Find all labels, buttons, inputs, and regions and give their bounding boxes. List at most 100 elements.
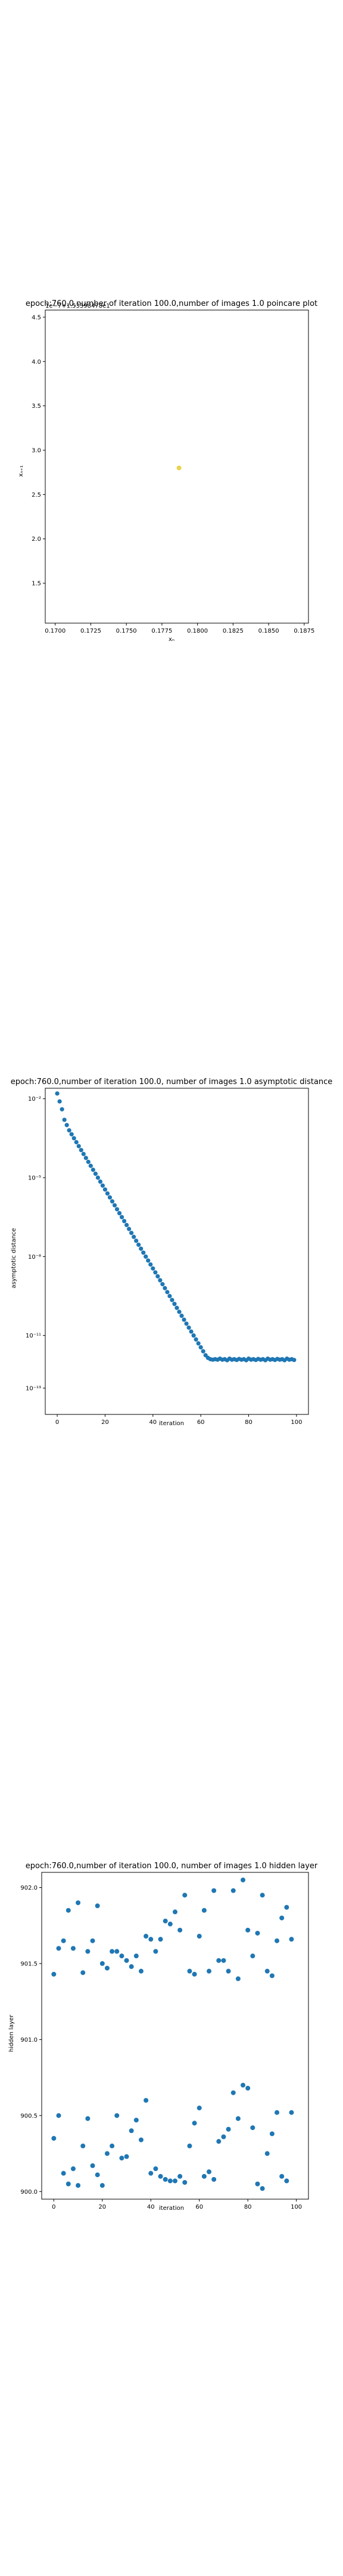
x-tick-label: 100 <box>291 1419 302 1426</box>
data-point <box>114 1949 120 1954</box>
data-point <box>182 1893 188 1898</box>
data-point <box>76 1900 81 1905</box>
data-point <box>76 2183 81 2188</box>
y-tick-label: 900.0 <box>20 2189 38 2196</box>
data-point <box>255 1930 260 1936</box>
data-point <box>60 1107 64 1111</box>
data-point <box>245 2085 251 2091</box>
asymptotic-distance-plot: epoch:760.0,number of iteration 100.0, n… <box>11 1078 333 1427</box>
data-point <box>177 1309 182 1314</box>
plot-frame <box>45 1088 309 1415</box>
data-point <box>230 2090 236 2095</box>
x-tick-label: 0.1750 <box>116 628 137 634</box>
data-point <box>119 1215 124 1219</box>
data-point <box>144 1934 149 1939</box>
data-point <box>260 1893 265 1898</box>
data-point <box>124 2154 129 2159</box>
x-tick-label: 80 <box>245 1419 252 1426</box>
data-point <box>51 1971 57 1977</box>
data-point <box>67 1128 71 1133</box>
data-point <box>114 2113 120 2118</box>
data-point <box>99 2183 105 2188</box>
data-point <box>129 1231 134 1236</box>
data-point <box>79 1148 83 1153</box>
data-point <box>119 1953 124 1959</box>
data-point <box>139 1246 144 1251</box>
data-point <box>216 1958 222 1963</box>
data-point <box>196 1341 201 1346</box>
data-point <box>102 1187 108 1192</box>
data-point <box>62 1117 67 1122</box>
x-tick-label: 80 <box>244 2204 252 2210</box>
data-point <box>124 1222 129 1227</box>
data-point <box>148 2171 154 2176</box>
data-point <box>86 1159 91 1165</box>
data-point <box>104 2151 110 2156</box>
data-point <box>235 2116 241 2121</box>
data-point <box>95 1903 100 1909</box>
offset-text: 1e−7+1.53398478e1 <box>45 303 110 309</box>
data-point <box>144 1254 148 1259</box>
data-point <box>201 2174 207 2179</box>
data-point <box>192 1971 197 1977</box>
data-point <box>158 1937 163 1942</box>
data-point <box>191 1333 196 1338</box>
x-tick-label: 0.1850 <box>258 628 279 634</box>
chart-title: epoch:760.0,number of iteration 100.0, n… <box>26 1862 318 1871</box>
data-point <box>201 1908 207 1913</box>
data-point <box>207 1968 212 1974</box>
data-point <box>167 2178 173 2184</box>
data-point <box>189 1329 194 1334</box>
data-point <box>61 2171 66 2176</box>
data-point <box>194 1337 198 1342</box>
poincare-plot: epoch:760.0,number of iteration 100.0,nu… <box>18 299 317 643</box>
data-point <box>100 1183 105 1188</box>
data-point <box>177 1927 183 1933</box>
plot-frame <box>45 309 309 624</box>
x-tick-label: 0.1800 <box>187 628 208 634</box>
data-point <box>90 2163 95 2168</box>
data-point <box>264 2151 270 2156</box>
data-point <box>167 1293 172 1299</box>
data-point <box>138 1968 144 1974</box>
data-point <box>117 1210 122 1216</box>
hidden-layer-panel: epoch:760.0,number of iteration 100.0, n… <box>0 1854 343 2224</box>
x-tick-label: 0 <box>55 1419 59 1426</box>
data-point <box>284 2178 289 2184</box>
y-tick-label: 902.0 <box>20 1885 38 1891</box>
data-point <box>255 2181 260 2187</box>
data-point <box>95 2172 100 2178</box>
x-tick-label: 60 <box>195 2204 203 2210</box>
data-point <box>211 2176 217 2182</box>
data-point <box>289 2110 294 2115</box>
data-point <box>198 1345 203 1350</box>
data-point <box>165 1290 170 1295</box>
data-point <box>174 1305 179 1310</box>
data-point <box>201 1349 205 1354</box>
x-axis-label: xₙ <box>169 636 174 643</box>
data-point <box>66 1908 71 1913</box>
data-point <box>241 1877 246 1883</box>
y-tick-label: 4.0 <box>32 359 41 366</box>
x-axis-label: iteration <box>159 1420 184 1427</box>
y-tick-label: 2.5 <box>32 492 41 499</box>
data-point <box>70 2166 76 2172</box>
chart-title: epoch:760.0,number of iteration 100.0,nu… <box>26 299 317 308</box>
data-point <box>105 1191 110 1196</box>
data-point <box>167 1921 173 1927</box>
data-point <box>221 2134 226 2140</box>
data-point <box>122 1219 127 1224</box>
data-point <box>133 1953 139 1959</box>
data-point <box>110 1199 115 1204</box>
y-tick-label: 10⁻⁵ <box>28 1175 41 1181</box>
y-tick-label: 10⁻¹¹ <box>26 1333 41 1339</box>
data-point <box>107 1195 113 1200</box>
data-point <box>192 2120 197 2126</box>
data-point <box>275 2110 280 2115</box>
y-tick-label: 10⁻¹³ <box>26 1385 41 1392</box>
data-point <box>91 1168 95 1172</box>
data-point <box>269 2131 275 2137</box>
data-point <box>83 1156 88 1160</box>
data-point <box>129 1964 134 1970</box>
data-point <box>148 1937 154 1942</box>
